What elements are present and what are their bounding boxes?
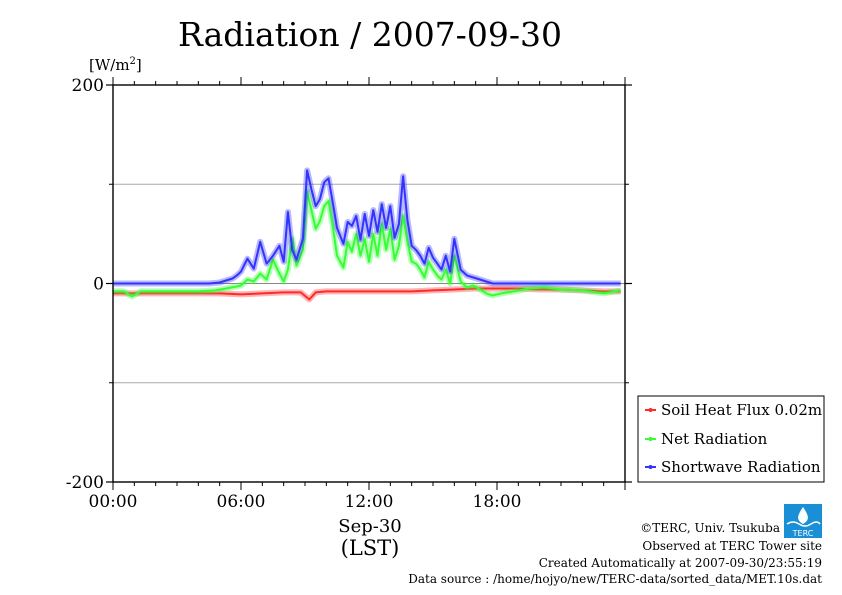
credit-observed: Observed at TERC Tower site	[642, 539, 822, 553]
legend-label: Soil Heat Flux 0.02m	[661, 401, 822, 419]
legend-label: Shortwave Radiation	[661, 458, 821, 476]
terc-logo-text: TERC	[792, 529, 814, 538]
y-tick-label: -200	[66, 473, 104, 493]
water-drop-icon	[798, 507, 808, 524]
x-tick-label: 18:00	[473, 492, 522, 512]
x-axis-zone-label: (LST)	[341, 536, 400, 560]
series-line-1	[113, 190, 621, 298]
legend-marker	[648, 437, 653, 441]
y-axis-unit-superscript: 2	[130, 56, 136, 67]
series-lines	[113, 167, 622, 303]
legend-marker	[648, 408, 653, 412]
y-tick-label: 0	[93, 275, 104, 295]
legend-label: Net Radiation	[661, 430, 768, 448]
legend: Soil Heat Flux 0.02m Net Radiation Shortwa…	[637, 395, 825, 483]
legend-box	[637, 395, 825, 483]
x-tick-label: 06:00	[217, 492, 266, 512]
x-tick-label: 12:00	[345, 492, 394, 512]
credit-created: Created Automatically at 2007-09-30/23:5…	[539, 556, 822, 570]
terc-logo: TERC	[784, 504, 822, 538]
credit-source: Data source : /home/hojyo/new/TERC-data/…	[408, 572, 822, 586]
credit-copyright: ©TERC, Univ. Tsukuba	[640, 521, 780, 535]
wave-icon	[786, 521, 821, 527]
y-axis-unit: [W/m2]	[89, 56, 142, 74]
x-axis-date-label: Sep-30	[338, 516, 402, 537]
legend-marker	[648, 465, 653, 469]
series-line-2	[113, 169, 621, 285]
x-tick-label: 00:00	[89, 492, 138, 512]
chart-title: Radiation / 2007-09-30	[178, 15, 562, 54]
y-tick-label: 200	[72, 76, 104, 96]
